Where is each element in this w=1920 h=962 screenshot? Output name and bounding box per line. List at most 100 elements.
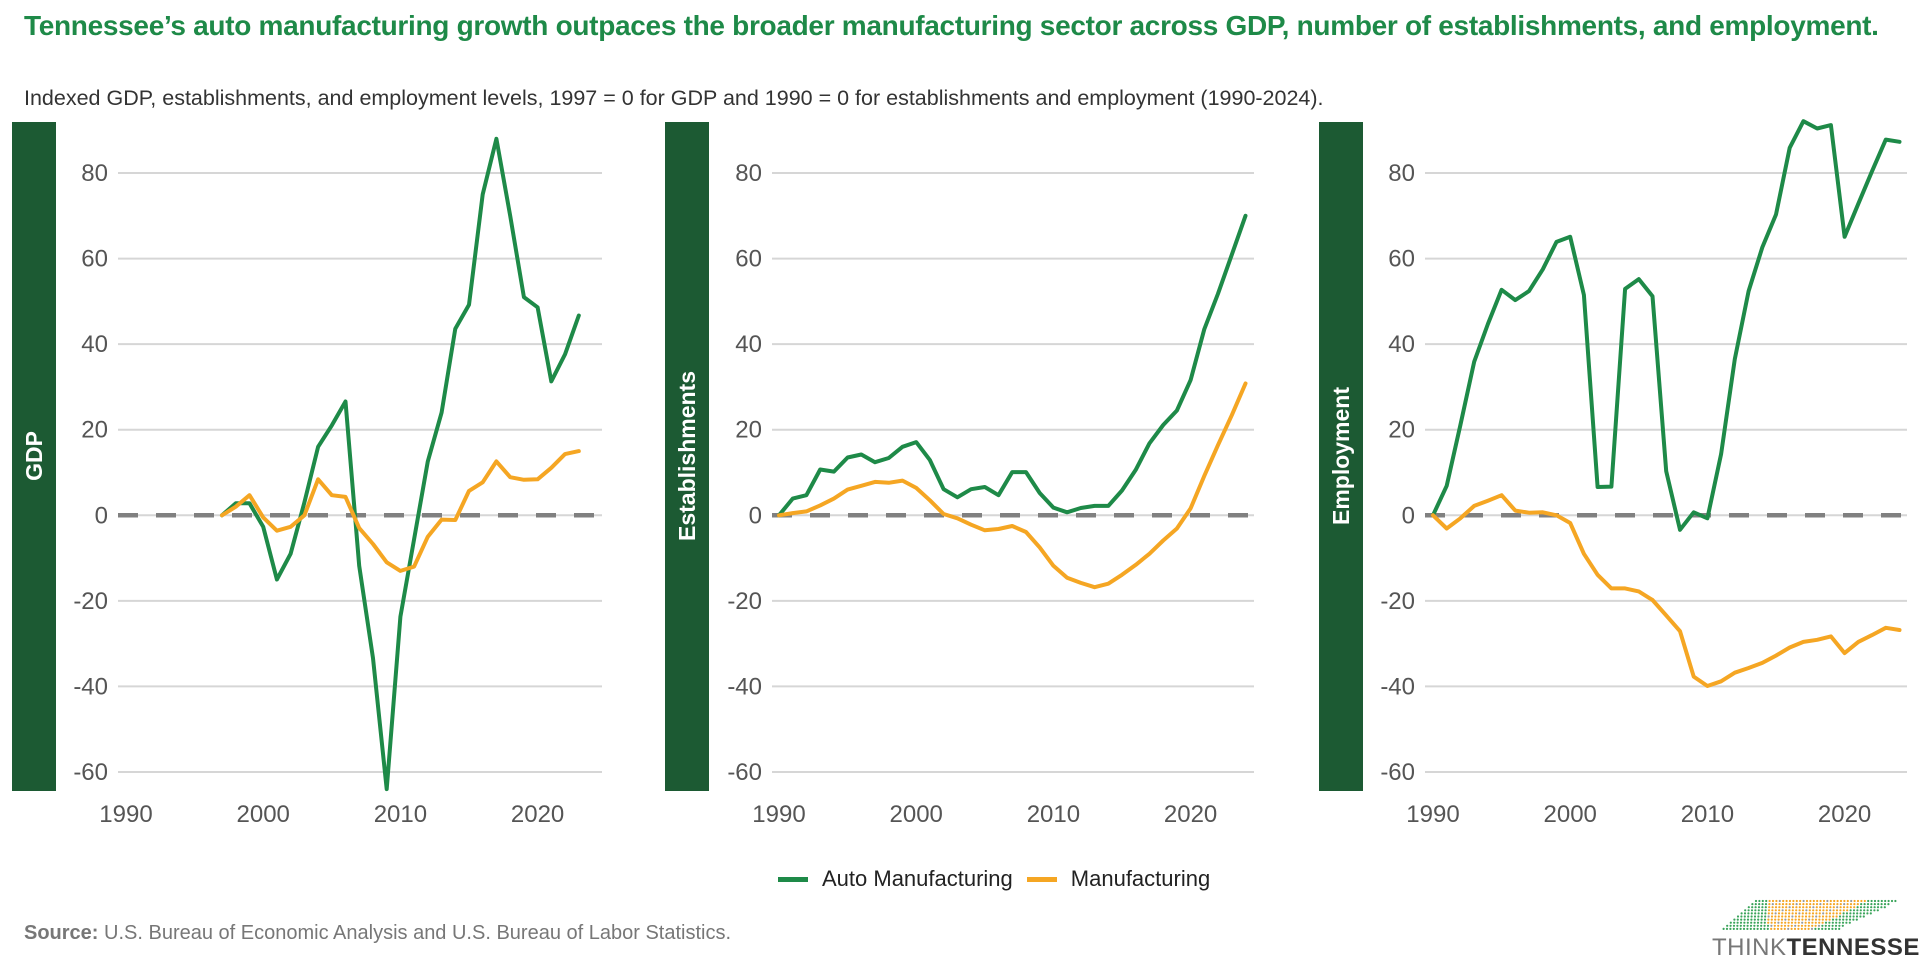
logo-dot (1845, 922, 1847, 924)
logo-dot (1814, 928, 1816, 930)
logo-dot (1816, 909, 1818, 911)
logo-dot (1768, 915, 1770, 917)
logo-dot (1808, 915, 1810, 917)
logo-dot (1850, 906, 1852, 908)
logo-dot (1792, 906, 1794, 908)
logo-dot (1740, 919, 1742, 921)
logo-dot (1801, 925, 1803, 927)
logo-dot (1859, 915, 1861, 917)
logo-dot (1785, 915, 1787, 917)
logo-dot (1874, 900, 1876, 902)
logo-dot (1839, 915, 1841, 917)
logo-dot (1843, 900, 1845, 902)
logo-dot (1782, 900, 1784, 902)
logo-dot (1842, 922, 1844, 924)
logo-dot (1730, 922, 1732, 924)
logo-dot (1822, 912, 1824, 914)
logo-dot (1792, 903, 1794, 905)
logo-dot (1785, 909, 1787, 911)
logo-dot (1758, 909, 1760, 911)
logo-dot (1860, 906, 1862, 908)
logo-dot (1835, 922, 1837, 924)
logo-dot (1805, 922, 1807, 924)
logo-dot (1856, 915, 1858, 917)
logo-dot (1794, 928, 1796, 930)
logo-dot (1828, 928, 1830, 930)
y-tick-label: 80 (735, 160, 762, 187)
logo-dot (1777, 925, 1779, 927)
logo-dot (1808, 928, 1810, 930)
logo-dot (1760, 922, 1762, 924)
logo-dot (1740, 922, 1742, 924)
logo-dot (1853, 903, 1855, 905)
logo-dot (1804, 928, 1806, 930)
x-tick-label: 1990 (752, 801, 805, 828)
logo-dot (1798, 919, 1800, 921)
logo-dot (1839, 919, 1841, 921)
logo-dot (1771, 915, 1773, 917)
logo-dot (1870, 909, 1872, 911)
logo-dot (1748, 909, 1750, 911)
logo-dot (1799, 906, 1801, 908)
logo-dot (1832, 915, 1834, 917)
logo-dot (1884, 900, 1886, 902)
logo-dot (1765, 909, 1767, 911)
logo-dot (1828, 922, 1830, 924)
logo-dot (1819, 915, 1821, 917)
logo-dot (1761, 906, 1763, 908)
logo-dot (1826, 912, 1828, 914)
logo-dot (1846, 915, 1848, 917)
y-tick-label: -40 (1380, 673, 1415, 700)
logo-dot (1782, 909, 1784, 911)
logo-dot (1853, 912, 1855, 914)
logo-dot (1860, 912, 1862, 914)
logo-dot (1829, 906, 1831, 908)
logo-dot (1779, 900, 1781, 902)
logo-dot (1798, 925, 1800, 927)
logo-dot (1740, 928, 1742, 930)
logo-dot (1758, 912, 1760, 914)
logo-dot (1795, 915, 1797, 917)
logo-dot (1842, 919, 1844, 921)
logo-dot (1744, 915, 1746, 917)
x-tick-label: 2010 (1027, 801, 1080, 828)
logo-dot (1791, 922, 1793, 924)
logo-dot (1753, 928, 1755, 930)
logo-dot (1757, 925, 1759, 927)
logo-dot (1857, 906, 1859, 908)
logo-dot (1775, 906, 1777, 908)
y-tick-label: 40 (81, 331, 108, 358)
logo-dot (1809, 912, 1811, 914)
logo-dot (1835, 928, 1837, 930)
logo-dot (1784, 919, 1786, 921)
legend-label-manufacturing: Manufacturing (1071, 866, 1210, 892)
logo-dot (1787, 925, 1789, 927)
logo-dot (1798, 922, 1800, 924)
y-tick-label: 80 (81, 160, 108, 187)
logo-dot (1750, 925, 1752, 927)
x-tick-label: 2010 (374, 801, 427, 828)
logo-dot (1744, 909, 1746, 911)
logo-dot (1777, 922, 1779, 924)
logo-dot (1754, 909, 1756, 911)
logo-dot (1760, 925, 1762, 927)
logo-dot (1762, 900, 1764, 902)
logo-dot (1812, 919, 1814, 921)
logo-dot (1747, 922, 1749, 924)
logo-dot (1747, 925, 1749, 927)
logo-dot (1771, 922, 1773, 924)
logo-dot (1818, 922, 1820, 924)
logo-dot (1805, 915, 1807, 917)
logo-dot (1737, 915, 1739, 917)
logo-dot (1764, 915, 1766, 917)
logo-dot (1744, 912, 1746, 914)
logo-dot (1795, 909, 1797, 911)
logo-dot (1835, 919, 1837, 921)
y-tick-label: 40 (735, 331, 762, 358)
logo-dot (1806, 906, 1808, 908)
logo-dot (1795, 919, 1797, 921)
logo-dot (1765, 900, 1767, 902)
logo-dot (1805, 919, 1807, 921)
logo-dot (1820, 900, 1822, 902)
